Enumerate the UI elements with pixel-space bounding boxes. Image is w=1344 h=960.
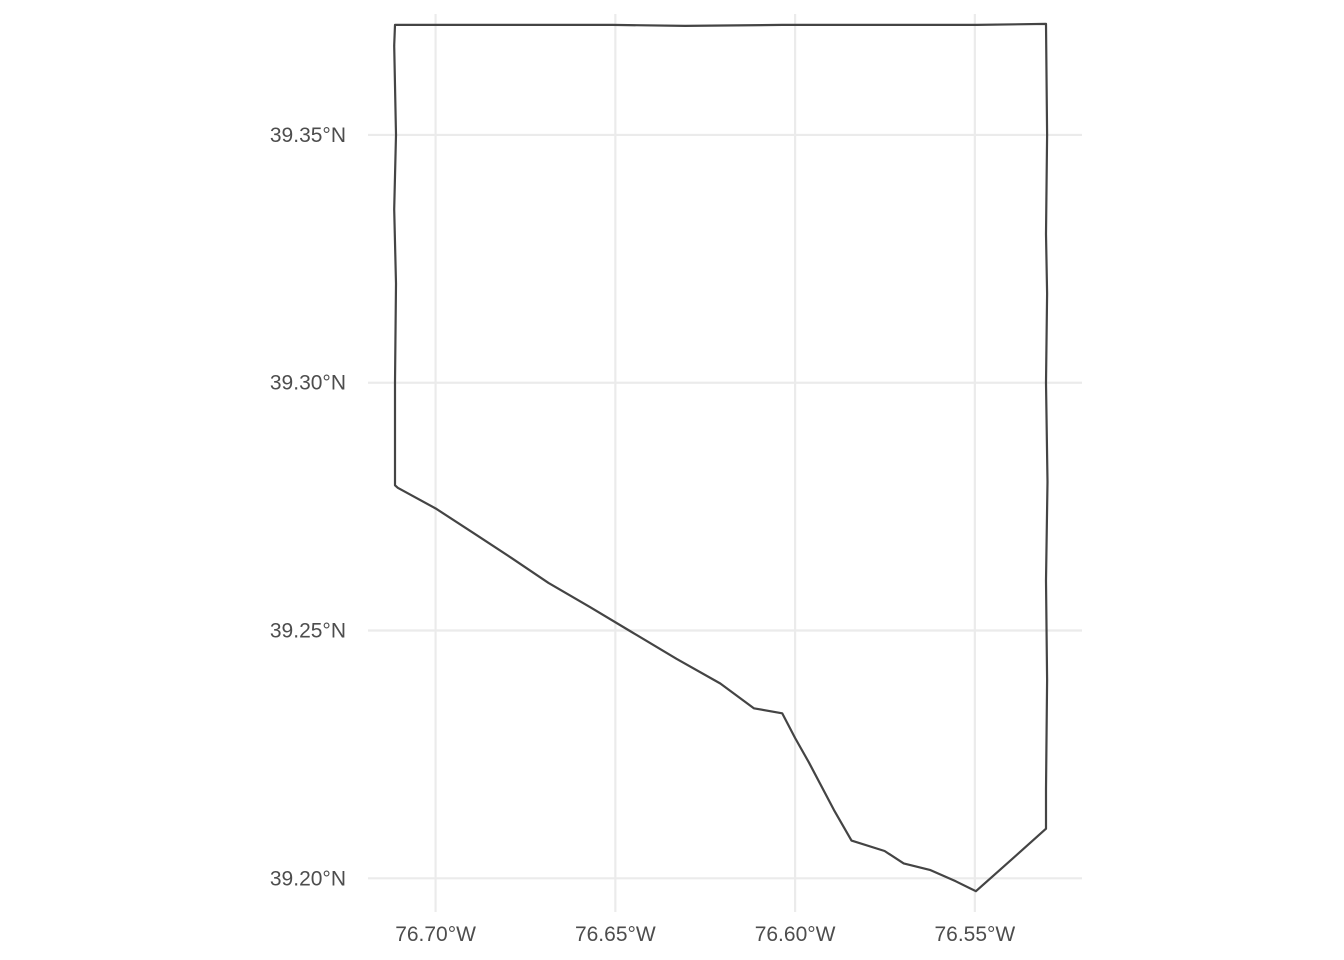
y-tick-label: 39.20°N	[270, 867, 346, 890]
y-axis-tick-labels: 39.35°N 39.30°N 39.25°N 39.20°N	[270, 124, 346, 890]
y-tick-label: 39.30°N	[270, 372, 346, 395]
x-tick-label: 76.65°W	[575, 923, 656, 946]
x-tick-label: 76.70°W	[395, 923, 476, 946]
gridlines	[368, 14, 1082, 912]
region-boundary-layer	[393, 22, 1049, 893]
x-axis-tick-labels: 76.70°W 76.65°W 76.60°W 76.55°W	[395, 923, 1015, 946]
y-tick-label: 39.25°N	[270, 620, 346, 643]
region-boundary	[393, 22, 1049, 893]
y-tick-label: 39.35°N	[270, 124, 346, 147]
x-tick-label: 76.55°W	[934, 923, 1015, 946]
x-tick-label: 76.60°W	[755, 923, 836, 946]
